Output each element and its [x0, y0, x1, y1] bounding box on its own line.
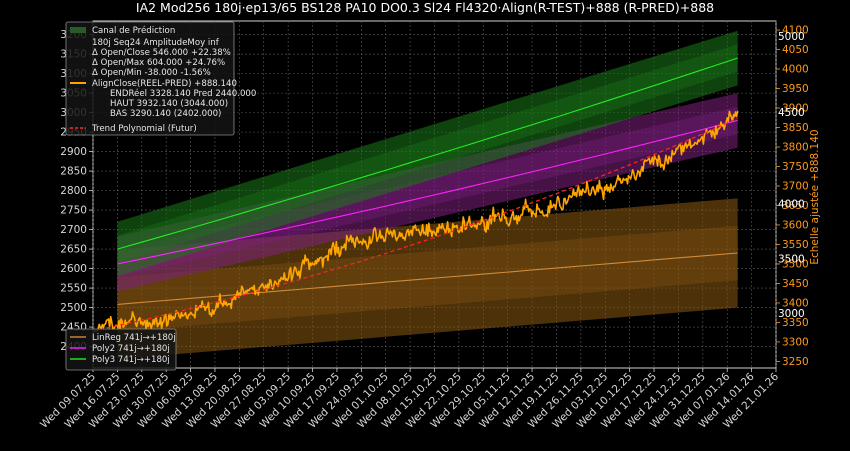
band-inner-2: [117, 44, 738, 263]
projection-line-1: [117, 119, 738, 265]
y-tick-label-right: 3600: [782, 219, 809, 231]
y-axis-right: 3250 3300 3350 3400 3450 3500 3550 3600 3650 3700…: [776, 25, 809, 368]
y-tick-label-right-secondary: 4500: [778, 107, 805, 119]
band-inner-1: [117, 106, 738, 278]
price-series: [93, 110, 739, 333]
y-tick-label-right: 3950: [782, 83, 809, 95]
legend-stat-line: 180j Seq24 AmplitudeMoy inf: [92, 38, 220, 48]
y-tick-label-right: 3800: [782, 141, 809, 153]
legend-stat-line: Δ Open/Close 546.000 +22.38%: [92, 48, 231, 58]
y-tick-label-right: 3850: [782, 122, 809, 134]
y-tick-label-right: 3750: [782, 161, 809, 173]
y-tick-label-right: 3650: [782, 200, 809, 212]
y-tick-label-left: 2800: [60, 185, 87, 197]
y-tick-label-right: 4050: [782, 44, 809, 56]
legend-stat-line: Δ Open/Min -38.000 -1.56%: [92, 68, 211, 78]
y-tick-label-right: 4000: [782, 64, 809, 76]
chart-title: IA2 Mod256 180j·ep13/65 BS128 PA10 DO0.3…: [136, 0, 714, 15]
y-tick-label-right: 3350: [782, 317, 809, 329]
legend-swatch-channel: [70, 27, 86, 33]
price-line: [93, 110, 739, 333]
band-1: [117, 93, 738, 292]
y-tick-label-left: 2750: [60, 205, 87, 217]
y-tick-label-right: 3900: [782, 102, 809, 114]
y-tick-label-right-secondary: 3000: [778, 308, 805, 320]
y-tick-label-right-secondary: 5000: [778, 31, 805, 43]
y-tick-label-right: 3250: [782, 356, 809, 368]
legend-channel-label: Canal de Prédiction: [92, 25, 175, 36]
legend-stat-line: Δ Open/Max 604.000 +24.76%: [92, 58, 225, 68]
y-tick-label-right: 3700: [782, 180, 809, 192]
y-tick-label-right: 3400: [782, 297, 809, 309]
legend-align-stat-line: ENDRéel 3328.140 Pred 2440.000: [110, 88, 256, 99]
y-tick-label-right: 3450: [782, 278, 809, 290]
y-tick-label-left: 2850: [60, 166, 87, 178]
y-tick-label-left: 2650: [60, 244, 87, 256]
legend-trend-label: Trend Polynomial (Futur): [91, 124, 197, 134]
y-tick-label-right-secondary: 4000: [778, 199, 805, 211]
band-2: [117, 30, 738, 277]
legend-top: Canal de Prédiction 180j Seq24 Amplitude…: [65, 21, 256, 136]
y-tick-label-left: 2550: [60, 283, 87, 295]
y-tick-label-left: 2500: [60, 302, 87, 314]
projection-line-2: [117, 57, 738, 250]
legend-align-stat-line: HAUT 3932.140 (3044.000): [110, 99, 228, 109]
y-tick-label-left: 2700: [60, 224, 87, 236]
y-tick-label-left: 2600: [60, 263, 87, 275]
legend-bottom-label: LinReg 741j→+180j: [92, 333, 176, 343]
legend-align-label: AlignClose(REEL-PRED) +888.140: [92, 79, 237, 89]
y-tick-label-right-secondary: 3500: [778, 253, 805, 265]
y-tick-label-right: 3300: [782, 336, 809, 348]
trend-polynomial-line: [93, 117, 738, 332]
y-tick-label-right: 3550: [782, 239, 809, 251]
y-tick-label-left: 2900: [60, 146, 87, 158]
y-tick-label-right: 3500: [782, 258, 809, 270]
legend-bottom-label: Poly3 741j→+180j: [92, 355, 170, 365]
y-tick-label-right: 4100: [782, 25, 809, 37]
trend-series: [93, 117, 738, 332]
right-axis-label: Echelle ajustée +888.140: [809, 129, 821, 264]
legend-bottom-label: Poly2 741j→+180j: [92, 344, 170, 354]
legend-align-stat-line: BAS 3290.140 (2402.000): [110, 109, 221, 119]
